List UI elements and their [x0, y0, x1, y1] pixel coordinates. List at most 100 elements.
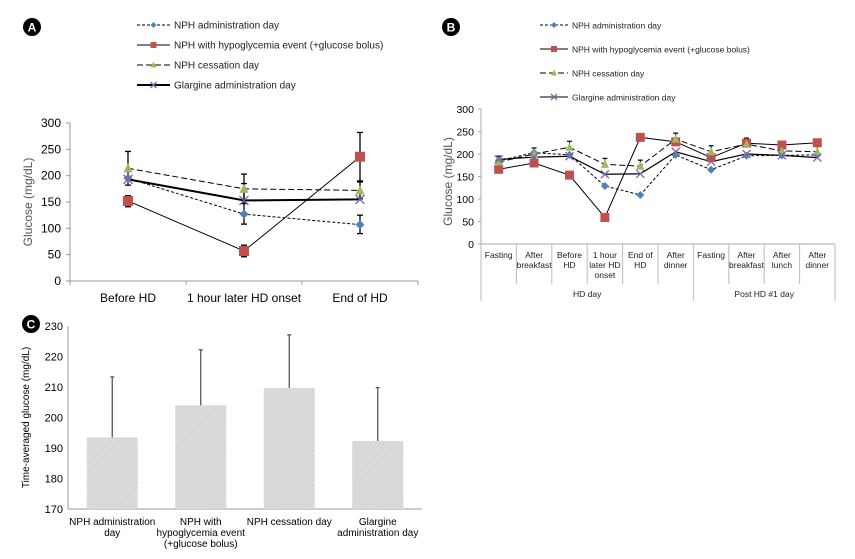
x-tick-label-a: End of HD	[332, 291, 388, 305]
data-point	[239, 209, 249, 219]
y-tick-label-b: 250	[456, 127, 474, 139]
data-point	[600, 212, 610, 222]
data-point	[636, 190, 645, 199]
data-point	[742, 139, 751, 148]
legend-item-nph-cessation-day: NPH cessation day	[540, 69, 645, 79]
panel-a-badge: A	[23, 18, 41, 36]
series-b-glargine-administration-day	[498, 151, 818, 175]
y-tick-label-c: 170	[45, 504, 63, 516]
y-tick-label-b: 150	[456, 172, 474, 184]
x-tick-label-line: lunch	[772, 260, 793, 270]
markers-b-nph-cessation-day	[494, 134, 822, 170]
y-axis-title-b: Glucose (mg/dL)	[441, 137, 455, 226]
y-tick-label-a: 150	[41, 195, 61, 209]
series-line	[498, 152, 818, 196]
x-tick-label-line: NPH with	[180, 517, 222, 528]
x-tick-label-line: onset	[595, 270, 616, 280]
data-point	[565, 170, 574, 180]
legend-label: NPH with hypoglycemia event (+glucose bo…	[572, 45, 750, 55]
x-tick-label-line: dinner	[805, 260, 829, 270]
panel-b-letter: B	[447, 21, 456, 35]
legend-label: Glargine administration day	[174, 81, 296, 92]
x-tick-label-line: dinner	[664, 260, 688, 270]
data-point	[123, 163, 133, 173]
series-a-nph-cessation-day	[125, 150, 363, 205]
data-point	[812, 138, 822, 148]
y-tick-label-a: 200	[41, 169, 61, 183]
legend-b: NPH administration day NPH with hypoglyce…	[540, 21, 750, 103]
x-tick-label-b: After breakfast	[517, 250, 553, 270]
x-tick-label-a: 1 hour later HD onset	[187, 291, 302, 305]
x-tick-label-b: Before HD	[557, 250, 582, 270]
legend-label: NPH administration day	[572, 21, 662, 31]
x-tick-label-line: breakfast	[517, 260, 553, 270]
markers-a-nph-cessation-day	[123, 163, 365, 195]
series-line	[498, 138, 818, 167]
y-tick-label-a: 0	[54, 274, 61, 288]
x-tick-label-line: 1 hour	[593, 250, 617, 260]
series-b-nph-administration-day	[498, 152, 818, 196]
data-point	[671, 134, 680, 143]
legend-item-glargine-administration-day: Glargine administration day	[540, 93, 676, 103]
legend-marker-x-icon	[550, 93, 558, 101]
chart-c: 170 180 190 200 210 220 230 Time-averaged gluco…	[21, 321, 422, 550]
y-tick-label-b: 200	[456, 149, 474, 161]
y-tick-label-a: 50	[48, 248, 62, 262]
data-point	[123, 173, 133, 183]
chart-a: NPH administration day NPH with hypoglyce…	[21, 21, 419, 305]
legend-label: NPH cessation day	[174, 61, 259, 72]
x-tick-label-a: Before HD	[100, 291, 156, 305]
data-point	[239, 195, 249, 206]
legend-marker-square-icon	[551, 46, 557, 52]
x-tick-label-line: Glargine	[359, 517, 397, 528]
legend-item-nph-with-hypoglycemia-event-glucose-bolus: NPH with hypoglycemia event (+glucose bo…	[137, 41, 383, 52]
bar-group	[352, 386, 404, 509]
x-tick-label-line: day	[104, 528, 120, 539]
y-tick-label-c: 190	[45, 443, 63, 455]
bar	[175, 405, 227, 509]
data-point	[600, 159, 609, 168]
data-point	[239, 183, 249, 193]
data-point	[494, 164, 504, 174]
bar	[352, 440, 404, 509]
x-tick-label-c: NPH with hypoglycemia event (+glucose bolu…	[157, 517, 246, 550]
y-tick-label-c: 230	[45, 321, 63, 333]
x-tick-label-c: Glargine administration day	[337, 517, 418, 539]
legend-item-nph-cessation-day: NPH cessation day	[137, 61, 259, 72]
x-tick-label-b: After dinner	[805, 250, 829, 270]
legend-marker-triangle-icon	[150, 61, 157, 68]
data-point	[707, 147, 716, 156]
data-point	[565, 150, 574, 159]
legend-item-nph-administration-day: NPH administration day	[540, 21, 662, 31]
y-tick-label-a: 250	[41, 142, 61, 156]
data-point	[777, 150, 787, 160]
legend-a: NPH administration day NPH with hypoglyce…	[137, 21, 383, 92]
x-tick-label-c: NPH administration day	[69, 517, 155, 539]
data-point	[529, 152, 539, 162]
x-group-label-b: HD day	[573, 289, 602, 299]
x-tick-label-b: After dinner	[664, 250, 688, 270]
markers-b-glargine-administration-day	[494, 147, 822, 179]
data-point	[706, 157, 716, 167]
legend-marker-diamond-icon	[551, 22, 557, 28]
bar	[263, 387, 315, 509]
y-axis-title-a: Glucose (mg/dL)	[21, 158, 35, 247]
x-tick-label-line: hypoglycemia event	[157, 528, 246, 539]
x-tick-label-line: After	[773, 250, 791, 260]
x-tick-label-line: Before	[557, 250, 582, 260]
series-line	[498, 136, 818, 219]
x-tick-label-line: After	[525, 250, 543, 260]
data-point	[494, 154, 504, 164]
markers-b-nph-administration-day	[494, 148, 822, 199]
y-tick-label-c: 180	[45, 474, 63, 486]
panel-c-letter: C	[27, 318, 36, 332]
data-point	[123, 174, 133, 185]
y-tick-label-b: 50	[462, 217, 474, 229]
x-group-label-b: Post HD #1 day	[734, 289, 794, 299]
data-point	[812, 153, 822, 163]
data-point	[123, 195, 133, 206]
y-tick-label-c: 220	[45, 352, 63, 364]
legend-label: NPH administration day	[174, 21, 279, 32]
data-point	[636, 161, 645, 170]
